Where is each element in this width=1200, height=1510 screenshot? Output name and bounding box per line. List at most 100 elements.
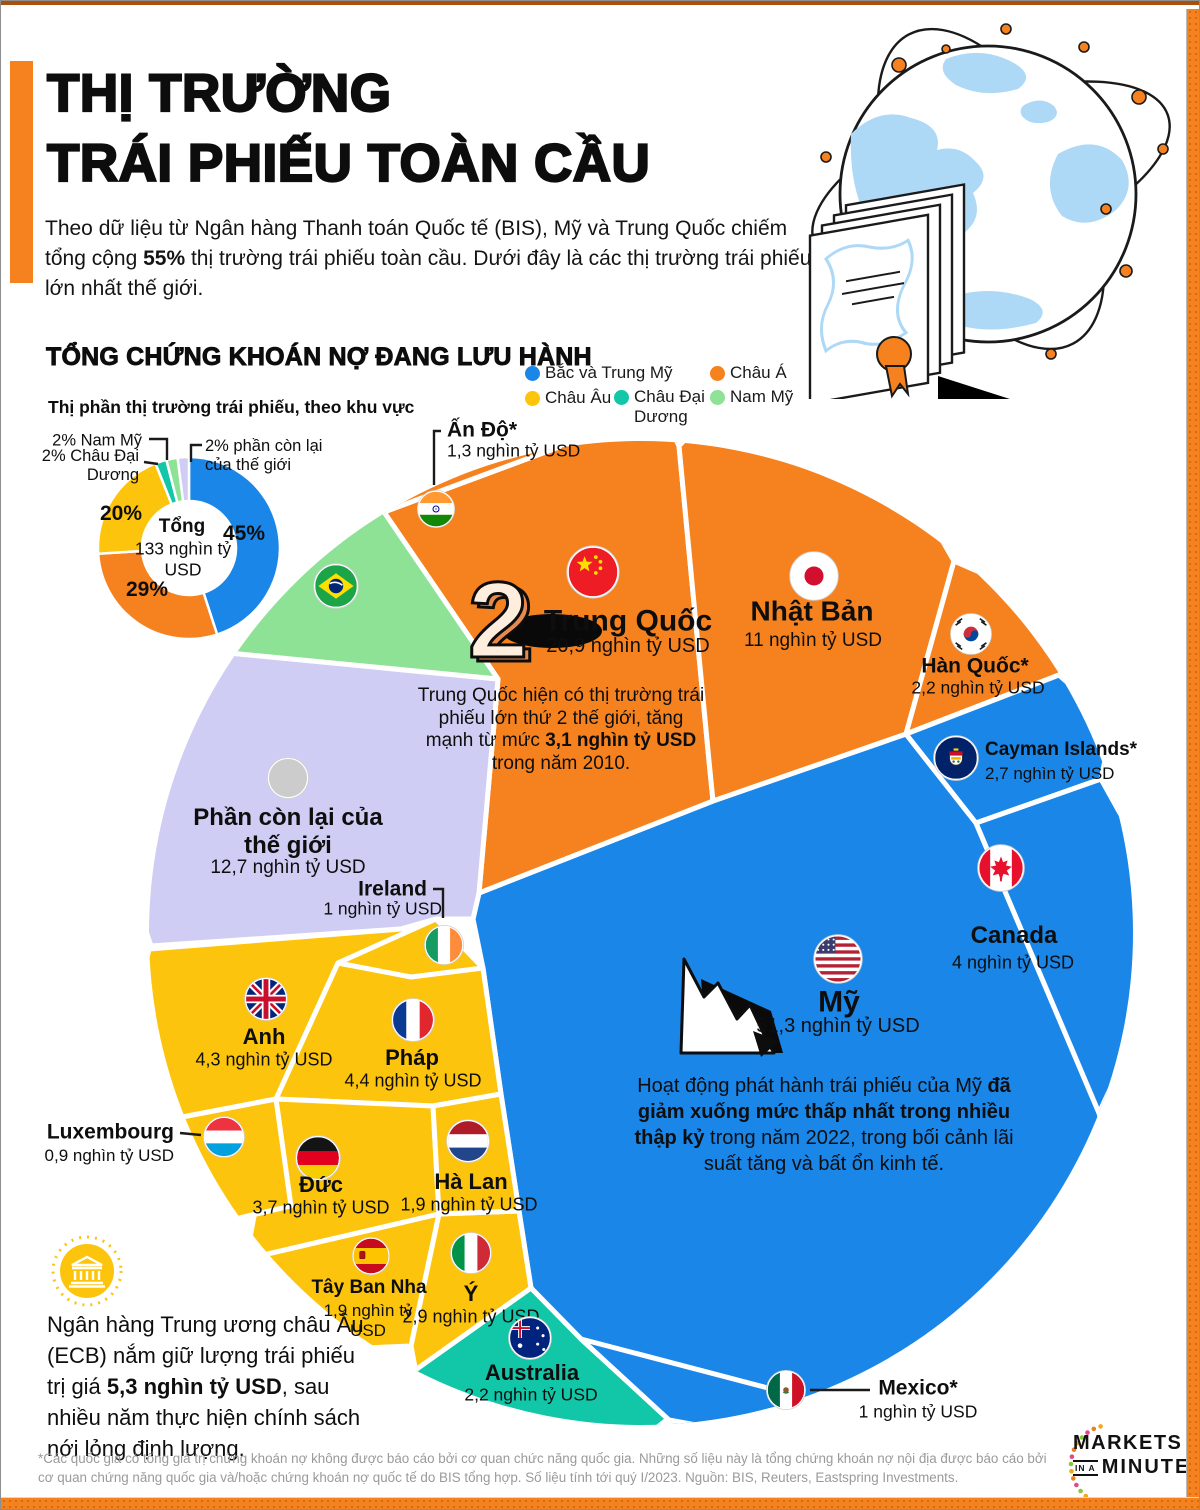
country-name-france: Pháp — [385, 1045, 439, 1070]
logo-word-minute: MINUTE — [1101, 1456, 1191, 1478]
callout-line-rest-of-world — [189, 443, 202, 462]
country-value-germany: 3,7 nghìn tỷ USD — [252, 1197, 390, 1218]
netherlands-flag-icon — [445, 1118, 491, 1164]
logo-word-ina: IN A — [1073, 1459, 1098, 1476]
ecb-note: Ngân hàng Trung ương châu Âu (ECB) nắm g… — [47, 1312, 364, 1461]
donut-slice-1 — [96, 549, 219, 641]
country-name-germany: Đức — [298, 1172, 344, 1197]
country-name-india: Ấn Độ* — [447, 418, 517, 442]
logo-dot — [1078, 1488, 1083, 1494]
legend-dot-europe — [525, 391, 540, 406]
donut-slice-0 — [187, 455, 282, 637]
section-heading: TỔNG CHỨNG KHOÁN NỢ ĐANG LƯU HÀNH — [46, 343, 592, 372]
country-value-france: 4,4 nghìn tỷ USD — [344, 1070, 482, 1091]
logo-dot — [1075, 1440, 1080, 1446]
ireland-flag-icon — [423, 924, 465, 966]
country-value-canada: 4 nghìn tỷ USD — [951, 952, 1075, 973]
svg-text:2: 2 — [474, 563, 534, 684]
donut-pct-north-america: 45% — [222, 522, 266, 545]
legend-dot-north-central-america — [525, 366, 540, 381]
donut-subtitle: Thị phần thị trường trái phiếu, theo khu… — [48, 397, 415, 417]
country-name-australia: Australia — [484, 1360, 580, 1385]
mexico-flag-icon — [765, 1369, 807, 1411]
country-value-netherlands: 1,9 nghìn tỷ USD — [400, 1194, 538, 1215]
country-name-netherlands: Hà Lan — [434, 1169, 508, 1194]
donut-callout-south-america: 2% Nam Mỹ — [52, 431, 142, 450]
callout-line-south-america — [149, 437, 169, 460]
country-value-india: 1,3 nghìn tỷ USD — [447, 440, 581, 461]
country-name-cayman: Cayman Islands* — [985, 739, 1138, 760]
country-value-mexico: 1 nghìn tỷ USD — [858, 1401, 978, 1422]
spain-flag-icon — [351, 1236, 391, 1276]
rest-flag-icon — [266, 756, 310, 800]
country-name-spain: Tây Ban Nha — [311, 1277, 427, 1298]
country-value-japan: 11 nghìn tỷ USD — [743, 630, 883, 651]
germany-flag-icon — [294, 1134, 342, 1182]
logo-dot — [1071, 1476, 1076, 1481]
country-name-rest: Phần còn lại của thế giới — [193, 804, 383, 859]
luxembourg-flag-icon — [202, 1115, 246, 1159]
logo-dot — [1074, 1482, 1079, 1488]
logo-dot — [1069, 1454, 1075, 1459]
logo-dot — [1079, 1435, 1085, 1440]
legend-dot-asia — [710, 366, 725, 381]
logo-dot — [1098, 1424, 1103, 1429]
top-accent-line — [1, 1, 1199, 5]
country-value-italy: 2,9 nghìn tỷ USD — [402, 1306, 540, 1327]
logo-dot — [1069, 1469, 1074, 1474]
legend-dot-south-america — [710, 390, 725, 405]
right-border-strip — [1186, 9, 1199, 1509]
country-name-japan: Nhật Bản — [750, 595, 874, 627]
canada-flag-icon — [976, 843, 1026, 893]
page-title-line1: THỊ TRƯỜNG — [46, 63, 392, 124]
page-title-line2: TRÁI PHIẾU TOÀN CẦU — [46, 133, 651, 194]
globe-bond-illustration — [808, 23, 1171, 399]
donut-slice-5 — [176, 455, 191, 503]
legend-label-south-america: Nam Mỹ — [730, 387, 794, 406]
intro-text: Theo dữ liệu từ Ngân hàng Thanh toán Quố… — [45, 217, 812, 300]
italy-flag-icon — [449, 1231, 493, 1275]
country-value-rest: 12,7 nghìn tỷ USD — [210, 857, 366, 878]
india-flag-icon — [416, 489, 456, 529]
luxembourg-pointer-line — [179, 1131, 202, 1137]
donut-center-unit: USD — [164, 559, 202, 580]
brazil-flag-icon — [312, 562, 360, 610]
legend-dot-oceania — [614, 390, 629, 405]
us-note: Hoạt động phát hành trái phiếu của Mỹ đã… — [634, 1075, 1014, 1175]
country-name-china: Trung Quốc — [543, 604, 713, 638]
logo-dot — [1068, 1461, 1074, 1467]
legend-label-oceania: Châu Đại Dương — [634, 387, 705, 426]
japan-flag-icon — [788, 550, 840, 602]
donut-pct-asia: 29% — [125, 578, 169, 601]
usa-flag-icon — [812, 933, 864, 985]
legend-label-europe: Châu Âu — [545, 388, 612, 407]
country-name-usa: Mỹ — [818, 985, 860, 1019]
donut-center-value: 133 nghìn tỷ — [134, 538, 232, 559]
korea-flag-icon — [949, 612, 993, 656]
country-value-china: 20,9 nghìn tỷ USD — [546, 635, 710, 657]
svg-text:2: 2 — [468, 559, 528, 680]
country-value-cayman: 2,7 nghìn tỷ USD — [985, 764, 1115, 783]
country-name-canada: Canada — [970, 922, 1058, 949]
ecb-bank-icon — [51, 1235, 123, 1307]
country-name-mexico: Mexico* — [878, 1376, 958, 1400]
donut-callout-oceania: 2% Châu Đại Dương — [41, 447, 139, 484]
ireland-pointer-line — [433, 887, 445, 918]
donut-callout-rest-of-world: 2% phần còn lại của thế giới — [205, 437, 323, 474]
country-value-korea: 2,2 nghìn tỷ USD — [911, 677, 1045, 698]
country-name-italy: Ý — [463, 1281, 479, 1306]
china-rank2-icon: 2 2 — [466, 558, 602, 686]
donut-chart — [96, 455, 282, 641]
logo-dot — [1085, 1430, 1090, 1435]
donut-center-label: Tổng — [158, 516, 206, 537]
logo-word-markets: MARKETS — [1073, 1432, 1183, 1454]
uk-flag-icon — [243, 976, 289, 1022]
callout-line-oceania — [143, 460, 159, 466]
legend-label-north-central-america: Bắc và Trung Mỹ — [545, 363, 673, 382]
country-value-spain: 1,9 nghìn tỷ USD — [323, 1301, 413, 1340]
logo-dot — [1091, 1426, 1097, 1432]
india-pointer-line — [432, 429, 441, 485]
logo-dot — [1071, 1447, 1077, 1452]
country-value-luxembourg: 0,9 nghìn tỷ USD — [44, 1146, 174, 1165]
